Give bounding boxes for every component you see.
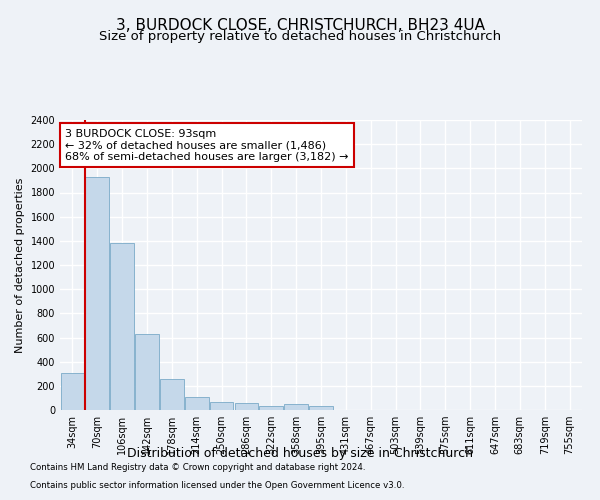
Bar: [259, 406, 283, 410]
Bar: [309, 406, 333, 410]
Bar: [210, 402, 233, 410]
Text: Size of property relative to detached houses in Christchurch: Size of property relative to detached ho…: [99, 30, 501, 43]
Bar: [185, 396, 209, 410]
Text: 3, BURDOCK CLOSE, CHRISTCHURCH, BH23 4UA: 3, BURDOCK CLOSE, CHRISTCHURCH, BH23 4UA: [115, 18, 485, 32]
Bar: [160, 378, 184, 410]
Y-axis label: Number of detached properties: Number of detached properties: [15, 178, 25, 352]
Bar: [284, 404, 308, 410]
Text: Contains public sector information licensed under the Open Government Licence v3: Contains public sector information licen…: [30, 481, 404, 490]
Bar: [85, 177, 109, 410]
Bar: [110, 244, 134, 410]
Text: 3 BURDOCK CLOSE: 93sqm
← 32% of detached houses are smaller (1,486)
68% of semi-: 3 BURDOCK CLOSE: 93sqm ← 32% of detached…: [65, 128, 349, 162]
Bar: [135, 334, 159, 410]
Bar: [61, 372, 84, 410]
Text: Contains HM Land Registry data © Crown copyright and database right 2024.: Contains HM Land Registry data © Crown c…: [30, 464, 365, 472]
Bar: [235, 404, 258, 410]
Text: Distribution of detached houses by size in Christchurch: Distribution of detached houses by size …: [127, 448, 473, 460]
